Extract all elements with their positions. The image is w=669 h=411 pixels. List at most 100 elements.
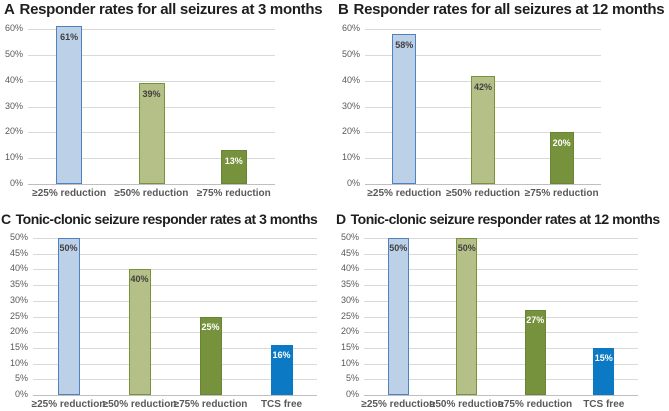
y-axis-tick-label: 20% — [4, 126, 23, 137]
plot-area: 0% 10% 20% 30% 40% 50% 60% 58% ≥25% reduction 42%… — [342, 24, 601, 199]
bar-ge25pct-reduction: 61% — [56, 26, 83, 184]
x-category-label: ≥75% reduction — [498, 399, 573, 410]
panel-title-text: Tonic-clonic seizure responder rates at … — [350, 211, 661, 227]
panel-d: D Tonic-clonic seizure responder rates at… — [334, 205, 669, 411]
panel-title: C Tonic-clonic seizure responder rates at… — [1, 211, 318, 227]
panel-a: A Responder rates for all seizures at 3 m… — [0, 0, 334, 205]
panel-letter: B — [338, 1, 349, 18]
gridline — [365, 54, 601, 56]
y-axis-tick-label: 0% — [9, 178, 23, 188]
gridline — [33, 379, 317, 381]
y-axis-tick-label: 50% — [341, 48, 360, 59]
gridline — [364, 347, 638, 349]
x-category-label: ≥50% reduction — [102, 399, 177, 410]
panel-c: C Tonic-clonic seizure responder rates at… — [0, 205, 334, 411]
bar-data-label: 39% — [142, 89, 161, 100]
y-axis-tick-label: 50% — [4, 48, 23, 59]
gridline — [33, 363, 317, 365]
bar-tcs-free: 16% — [270, 344, 293, 395]
bar-ge50pct-reduction: 40% — [128, 269, 151, 395]
x-category-label: ≥50% reduction — [429, 399, 504, 410]
y-axis-tick-label: 45% — [340, 247, 359, 258]
y-axis-tick-label: 30% — [9, 294, 28, 305]
y-axis-tick-label: 30% — [4, 100, 23, 111]
y-axis-tick-label: 0% — [345, 389, 359, 399]
y-axis-tick-label: 40% — [341, 74, 360, 85]
bar-data-label: 50% — [59, 243, 78, 253]
gridline — [364, 332, 638, 334]
gridline — [33, 316, 317, 318]
y-axis-tick-label: 0% — [346, 178, 360, 188]
panel-title-text: Responder rates for all seizures at 3 mo… — [19, 1, 323, 18]
gridline — [365, 29, 601, 30]
x-category-label: ≥25% reduction — [31, 399, 106, 410]
x-category-label: ≥50% reduction — [114, 188, 189, 199]
y-axis-tick-label: 5% — [14, 373, 28, 384]
y-axis-tick-label: 20% — [9, 326, 28, 337]
panel-title-text: Responder rates for all seizures at 12 m… — [353, 1, 665, 18]
gridline — [33, 238, 317, 239]
bar-data-label: 61% — [60, 32, 79, 43]
gridline — [364, 300, 638, 302]
y-axis-tick-label: 15% — [9, 341, 28, 352]
gridline — [28, 29, 275, 30]
bar-ge50pct-reduction: 50% — [456, 238, 478, 395]
bar-data-label: 50% — [457, 243, 476, 253]
y-axis-tick-label: 30% — [341, 100, 360, 111]
gridline — [364, 316, 638, 318]
gridline — [33, 285, 317, 287]
bar-data-label: 40% — [130, 274, 149, 285]
gridline — [28, 80, 275, 82]
gridline — [364, 238, 638, 239]
bar-data-label: 13% — [224, 156, 243, 167]
y-axis-tick-label: 35% — [340, 279, 359, 290]
bar-data-label: 20% — [552, 138, 571, 149]
bar-ge25pct-reduction: 50% — [387, 238, 409, 395]
x-category-label: ≥75% reduction — [173, 399, 248, 410]
y-axis-tick-label: 20% — [340, 326, 359, 337]
gridline — [364, 379, 638, 381]
y-axis-tick-label: 45% — [9, 247, 28, 258]
plot-area: 0% 5% 10% 15% 20% 25% 30% 35% 40% 45% 50% 50% ≥25% r… — [341, 233, 638, 410]
bar-data-label: 58% — [395, 40, 414, 51]
gridline — [33, 253, 317, 255]
panel-title-text: Tonic-clonic seizure responder rates at … — [15, 211, 318, 227]
gridline — [28, 54, 275, 56]
panel-letter: A — [4, 1, 15, 18]
y-axis-tick-label: 10% — [341, 152, 360, 163]
gridline — [33, 347, 317, 349]
x-category-label: ≥25% reduction — [361, 399, 436, 410]
bar-tcs-free: 15% — [593, 347, 615, 395]
panel-title: B Responder rates for all seizures at 12 … — [338, 1, 665, 19]
y-axis-tick-label: 60% — [341, 23, 360, 33]
y-axis-tick-label: 25% — [340, 310, 359, 321]
bar-ge75pct-reduction: 25% — [199, 316, 222, 395]
gridline — [33, 332, 317, 334]
bar-data-label: 15% — [594, 352, 613, 363]
y-axis-tick-label: 5% — [345, 373, 359, 384]
y-axis-tick-label: 15% — [340, 341, 359, 352]
panel-b: B Responder rates for all seizures at 12 … — [334, 0, 669, 205]
y-axis-tick-label: 40% — [340, 263, 359, 274]
bar-ge25pct-reduction: 58% — [392, 34, 417, 184]
x-category-label: TCS free — [260, 399, 303, 410]
y-axis-tick-label: 40% — [9, 263, 28, 274]
y-axis-tick-label: 10% — [9, 357, 28, 368]
y-axis-tick-label: 0% — [14, 389, 28, 399]
gridline — [33, 269, 317, 271]
gridline — [33, 300, 317, 302]
x-category-label: ≥50% reduction — [446, 188, 520, 199]
gridline — [364, 269, 638, 271]
y-axis-tick-label: 50% — [9, 232, 28, 242]
bar-data-label: 50% — [389, 243, 408, 253]
plot-area: 0% 5% 10% 15% 20% 25% 30% 35% 40% 45% 50% 50% ≥25% r… — [10, 233, 317, 410]
gridline — [364, 363, 638, 365]
bar-data-label: 25% — [201, 321, 220, 332]
gridline — [364, 285, 638, 287]
y-axis-tick-label: 10% — [4, 152, 23, 163]
panel-letter: D — [336, 211, 346, 227]
y-axis-tick-label: 30% — [340, 294, 359, 305]
gridline — [364, 253, 638, 255]
x-category-label: TCS free — [583, 399, 625, 410]
